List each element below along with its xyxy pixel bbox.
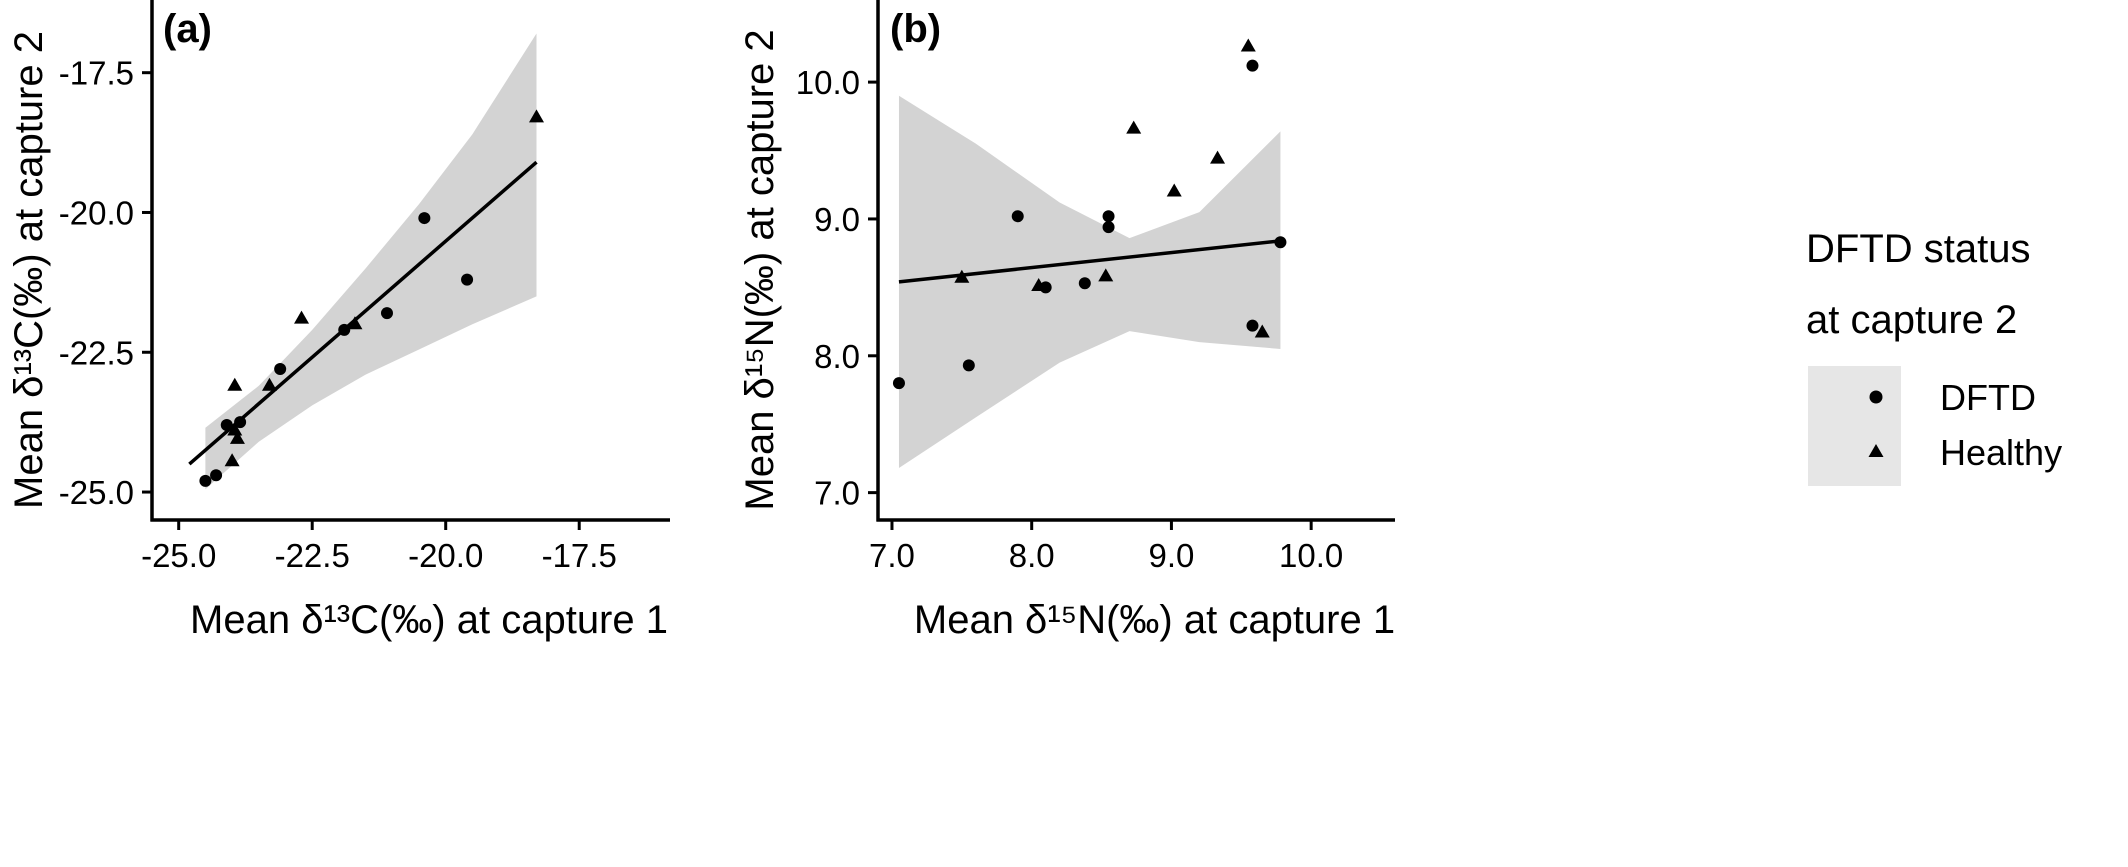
data-point-healthy bbox=[1166, 183, 1182, 197]
data-point-dftd bbox=[210, 469, 223, 482]
data-point-healthy bbox=[1240, 38, 1256, 52]
data-point-dftd bbox=[1274, 236, 1287, 249]
data-point-dftd bbox=[418, 212, 431, 225]
panel-label: (a) bbox=[163, 7, 212, 51]
data-point-dftd bbox=[1246, 319, 1259, 332]
data-point-dftd bbox=[1246, 59, 1259, 72]
data-point-healthy bbox=[1254, 324, 1270, 338]
data-point-healthy bbox=[261, 377, 277, 391]
data-point-dftd bbox=[1102, 210, 1115, 223]
data-point-dftd bbox=[234, 416, 247, 429]
confidence-band bbox=[205, 33, 537, 490]
y-tick-label: -22.5 bbox=[59, 334, 134, 371]
data-point-dftd bbox=[1011, 210, 1024, 223]
data-point-dftd bbox=[220, 418, 233, 431]
y-tick-label: 9.0 bbox=[814, 201, 860, 238]
y-tick-label: 8.0 bbox=[814, 338, 860, 375]
x-tick-label: -25.0 bbox=[141, 537, 216, 574]
data-point-dftd bbox=[1102, 221, 1115, 234]
data-point-dftd bbox=[892, 377, 905, 390]
data-point-dftd bbox=[962, 359, 975, 372]
legend-key-background bbox=[1808, 366, 1901, 486]
x-axis-title: Mean δ¹³C(‰) at capture 1 bbox=[190, 598, 668, 642]
panel-b-chart: 7.0 8.0 9.0 10.0 7.0 8.0 9.0 10.0 Mean δ¹⁵N(‰) a… bbox=[738, 0, 1395, 642]
legend-healthy-marker bbox=[1868, 444, 1884, 457]
x-tick-label: -17.5 bbox=[542, 537, 617, 574]
legend-title-line1: DFTD status bbox=[1806, 227, 2030, 271]
data-point-healthy bbox=[954, 269, 970, 283]
x-tick-label: -22.5 bbox=[275, 537, 350, 574]
legend-dftd-marker bbox=[1869, 390, 1883, 404]
data-point-healthy bbox=[528, 109, 544, 123]
y-tick-label: 10.0 bbox=[796, 64, 860, 101]
data-point-healthy bbox=[227, 377, 243, 391]
x-tick-label: 7.0 bbox=[869, 537, 915, 574]
y-axis-title: Mean δ¹⁵N(‰) at capture 2 bbox=[738, 29, 782, 510]
data-point-dftd bbox=[199, 474, 212, 487]
x-tick-label: -20.0 bbox=[408, 537, 483, 574]
data-point-healthy bbox=[229, 430, 245, 444]
data-point-healthy bbox=[1031, 277, 1047, 291]
data-point-healthy bbox=[227, 422, 243, 436]
legend: DFTD status at capture 2 DFTD Healthy bbox=[1806, 227, 2062, 486]
data-point-healthy bbox=[1126, 120, 1142, 134]
panel-a-chart: -25.0 -22.5 -20.0 -17.5 -25.0 -22.5 -20.0 -17.5… bbox=[7, 0, 670, 642]
data-point-healthy bbox=[294, 310, 310, 324]
x-tick-label: 9.0 bbox=[1148, 537, 1194, 574]
legend-title-line2: at capture 2 bbox=[1806, 298, 2017, 342]
data-point-dftd bbox=[380, 307, 393, 320]
y-tick-label: -25.0 bbox=[59, 474, 134, 511]
data-point-dftd bbox=[274, 363, 287, 376]
y-axis-title: Mean δ¹³C(‰) at capture 2 bbox=[7, 31, 51, 509]
panel-label: (b) bbox=[890, 7, 941, 51]
data-point-dftd bbox=[1078, 277, 1091, 290]
y-tick-label: -20.0 bbox=[59, 194, 134, 231]
y-tick-label: 7.0 bbox=[814, 475, 860, 512]
y-tick-label: -17.5 bbox=[59, 55, 134, 92]
data-point-dftd bbox=[461, 273, 474, 286]
regression-line bbox=[188, 160, 538, 466]
data-point-healthy bbox=[224, 453, 240, 467]
data-point-healthy bbox=[1210, 150, 1226, 164]
x-tick-label: 10.0 bbox=[1279, 537, 1343, 574]
data-point-healthy bbox=[1098, 268, 1114, 282]
data-point-dftd bbox=[338, 323, 351, 336]
legend-healthy-label: Healthy bbox=[1940, 432, 2062, 473]
legend-dftd-label: DFTD bbox=[1940, 377, 2036, 418]
data-point-healthy bbox=[347, 316, 363, 330]
x-axis-title: Mean δ¹⁵N(‰) at capture 1 bbox=[914, 598, 1395, 642]
x-tick-label: 8.0 bbox=[1009, 537, 1055, 574]
